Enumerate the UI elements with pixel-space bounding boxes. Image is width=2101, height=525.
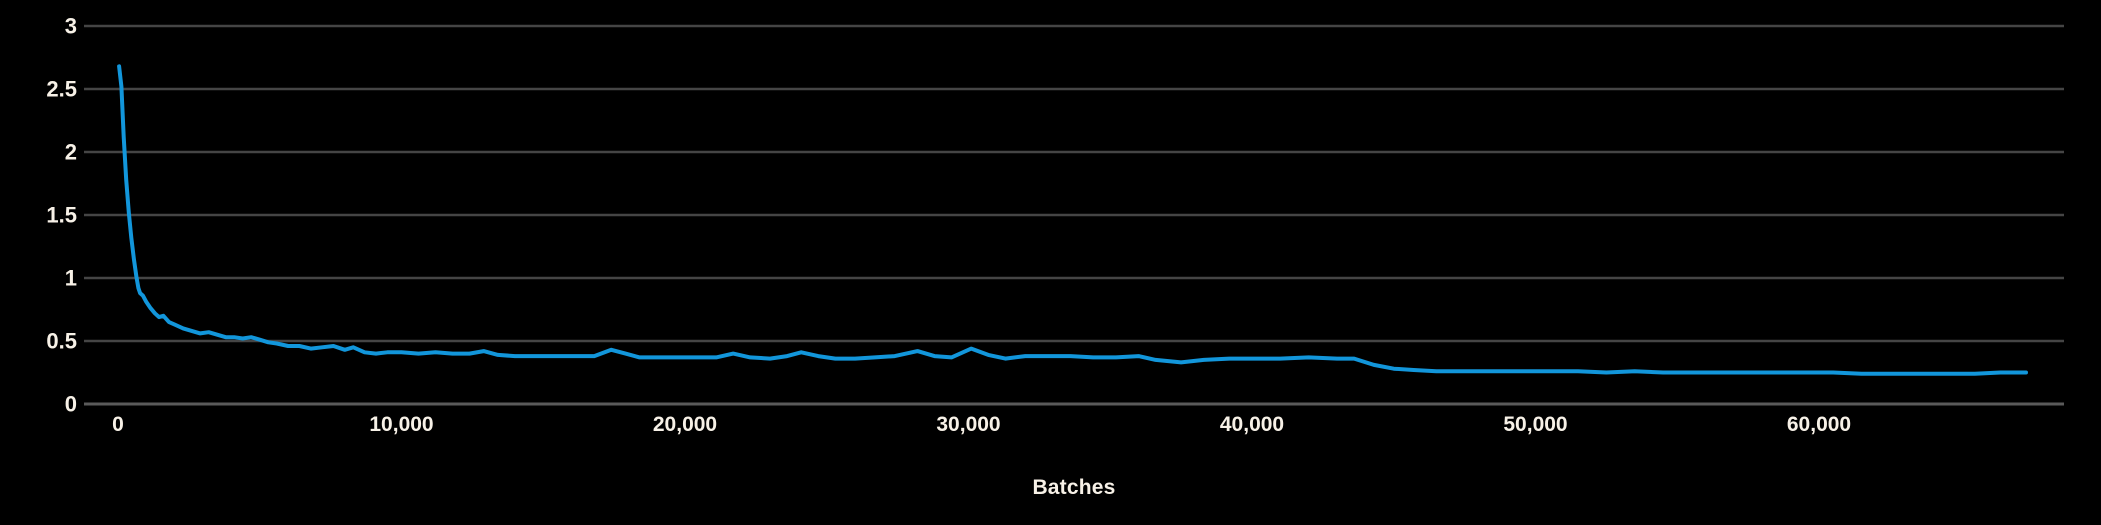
y-tick-label: 2 xyxy=(65,140,77,165)
y-tick-label: 2.5 xyxy=(46,77,77,102)
x-tick-label: 0 xyxy=(112,413,124,436)
loss-line xyxy=(117,64,2028,376)
y-tick-label: 0.5 xyxy=(46,329,77,354)
x-tick-label: 10,000 xyxy=(369,413,433,436)
x-tick-label: 40,000 xyxy=(1220,413,1284,436)
y-tick-label: 1.5 xyxy=(46,203,77,228)
x-tick-label: 30,000 xyxy=(936,413,1000,436)
y-tick-label: 3 xyxy=(65,14,77,39)
y-tick-label: 1 xyxy=(65,266,77,291)
x-tick-label: 60,000 xyxy=(1787,413,1851,436)
y-tick-label: 0 xyxy=(65,392,77,417)
x-tick-label: 50,000 xyxy=(1503,413,1567,436)
x-tick-label: 20,000 xyxy=(653,413,717,436)
